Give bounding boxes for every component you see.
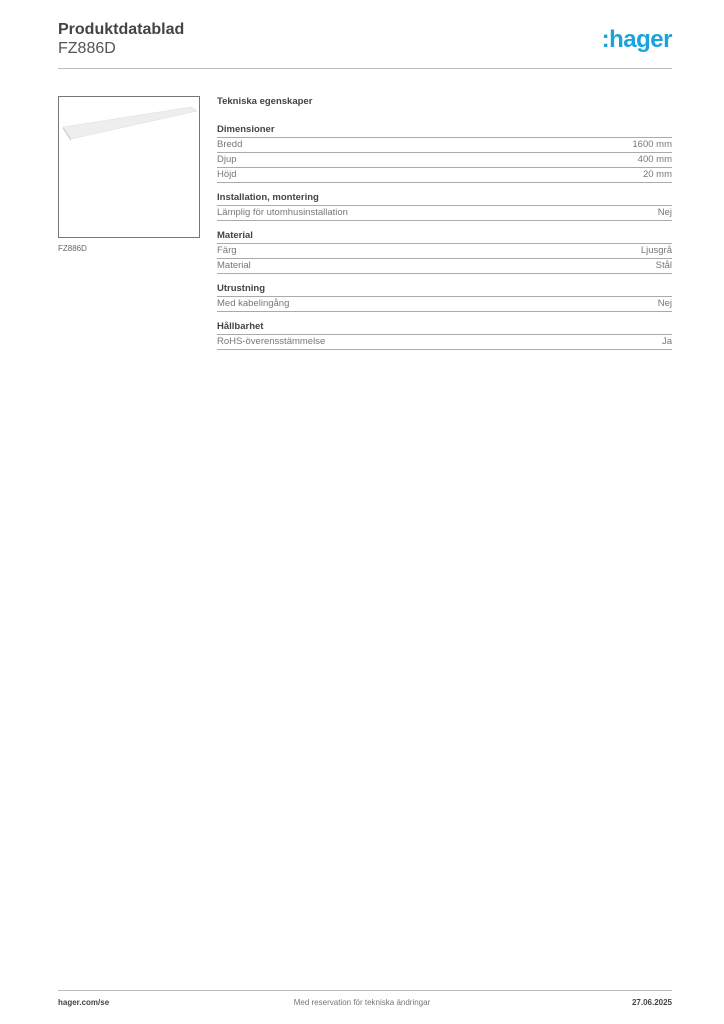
footer-date: 27.06.2025 — [631, 998, 672, 1007]
section-heading: Hållbarhet — [217, 321, 672, 335]
section-heading: Installation, montering — [217, 192, 672, 206]
spec-label: Höjd — [217, 169, 237, 180]
image-caption: FZ886D — [58, 244, 87, 253]
spec-row: Färg Ljusgrå — [217, 244, 672, 259]
footer-website-link[interactable]: hager.com/se — [58, 998, 110, 1007]
spec-value: Stål — [655, 260, 672, 271]
page-title: Produktdatablad — [58, 21, 185, 38]
spec-section: Installation, montering Lämplig för utomh… — [217, 192, 672, 221]
spec-row: Höjd 20 mm — [217, 168, 672, 183]
spec-row: Lämplig för utomhusinstallation Nej — [217, 206, 672, 221]
spec-value: Ja — [661, 336, 672, 347]
spec-section: Hållbarhet RoHS-överensstämmelse Ja — [217, 321, 672, 350]
footer-divider — [58, 990, 672, 991]
spec-value: 1600 mm — [632, 139, 672, 150]
spec-label: Med kabelingång — [217, 298, 290, 309]
product-image — [58, 96, 200, 238]
spec-section: Utrustning Med kabelingång Nej — [217, 283, 672, 312]
spec-value: Nej — [657, 298, 672, 309]
footer-disclaimer: Med reservation för tekniska ändringar — [293, 998, 431, 1007]
spec-label: Bredd — [217, 139, 243, 150]
spec-row: Material Stål — [217, 259, 672, 274]
spec-section: Material Färg Ljusgrå Material Stål — [217, 230, 672, 274]
spec-label: Lämplig för utomhusinstallation — [217, 207, 348, 218]
spec-section: Dimensioner Bredd 1600 mm Djup 400 mm Höjd 20 … — [217, 124, 672, 183]
header-divider — [58, 68, 672, 69]
section-heading: Utrustning — [217, 283, 672, 297]
spec-label: Material — [217, 260, 251, 271]
specs-title: Tekniska egenskaper — [217, 96, 313, 107]
spec-value: 20 mm — [642, 169, 672, 180]
section-heading: Material — [217, 230, 672, 244]
spec-value: Ljusgrå — [640, 245, 672, 256]
section-heading: Dimensioner — [217, 124, 672, 138]
steel-plate-image — [62, 106, 198, 141]
spec-label: RoHS-överensstämmelse — [217, 336, 326, 347]
spec-label: Färg — [217, 245, 237, 256]
spec-value: Nej — [657, 207, 672, 218]
hager-logo: :hager — [601, 26, 673, 53]
spec-row: Djup 400 mm — [217, 153, 672, 168]
spec-row: RoHS-överensstämmelse Ja — [217, 335, 672, 350]
spec-value: 400 mm — [637, 154, 672, 165]
spec-label: Djup — [217, 154, 237, 165]
technical-specs: Tekniska egenskaper Dimensioner Bredd 1600… — [217, 96, 672, 359]
spec-row: Med kabelingång Nej — [217, 297, 672, 312]
product-code: FZ886D — [58, 40, 116, 57]
spec-row: Bredd 1600 mm — [217, 138, 672, 153]
